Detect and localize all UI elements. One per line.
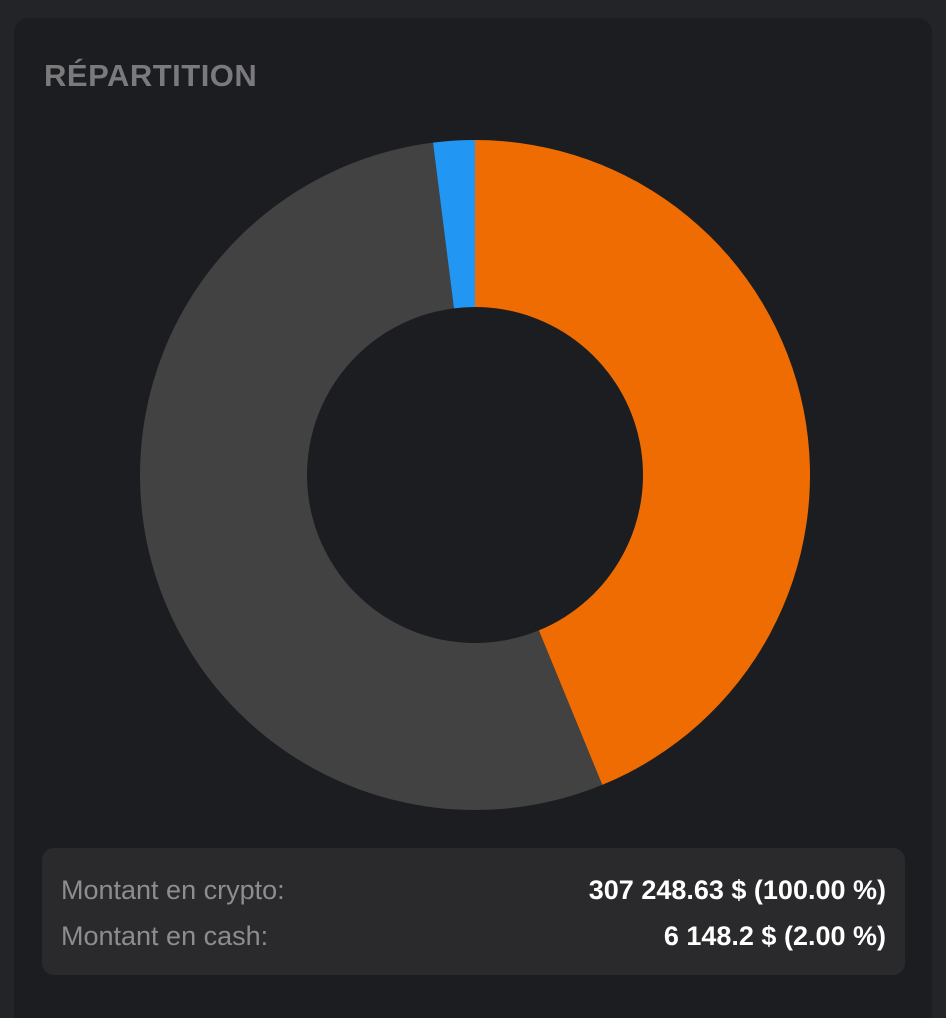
summary-row-crypto: Montant en crypto: 307 248.63 $ (100.00 … [61,872,886,908]
panel-title: RÉPARTITION [44,58,258,93]
donut-slice-1[interactable] [140,142,603,810]
allocation-donut-chart [140,140,810,810]
donut-slice-0[interactable] [475,140,810,785]
crypto-amount-value: 307 248.63 $ (100.00 %) [588,874,886,905]
allocation-panel: RÉPARTITION Montant en crypto: 307 248.6… [14,18,932,1018]
summary-box: Montant en crypto: 307 248.63 $ (100.00 … [42,848,905,975]
donut-slice-2[interactable] [433,140,475,309]
cash-amount-value: 6 148.2 $ (2.00 %) [663,920,886,951]
crypto-amount-label: Montant en crypto: [61,874,285,905]
summary-row-cash: Montant en cash: 6 148.2 $ (2.00 %) [61,918,886,954]
cash-amount-label: Montant en cash: [61,920,269,951]
